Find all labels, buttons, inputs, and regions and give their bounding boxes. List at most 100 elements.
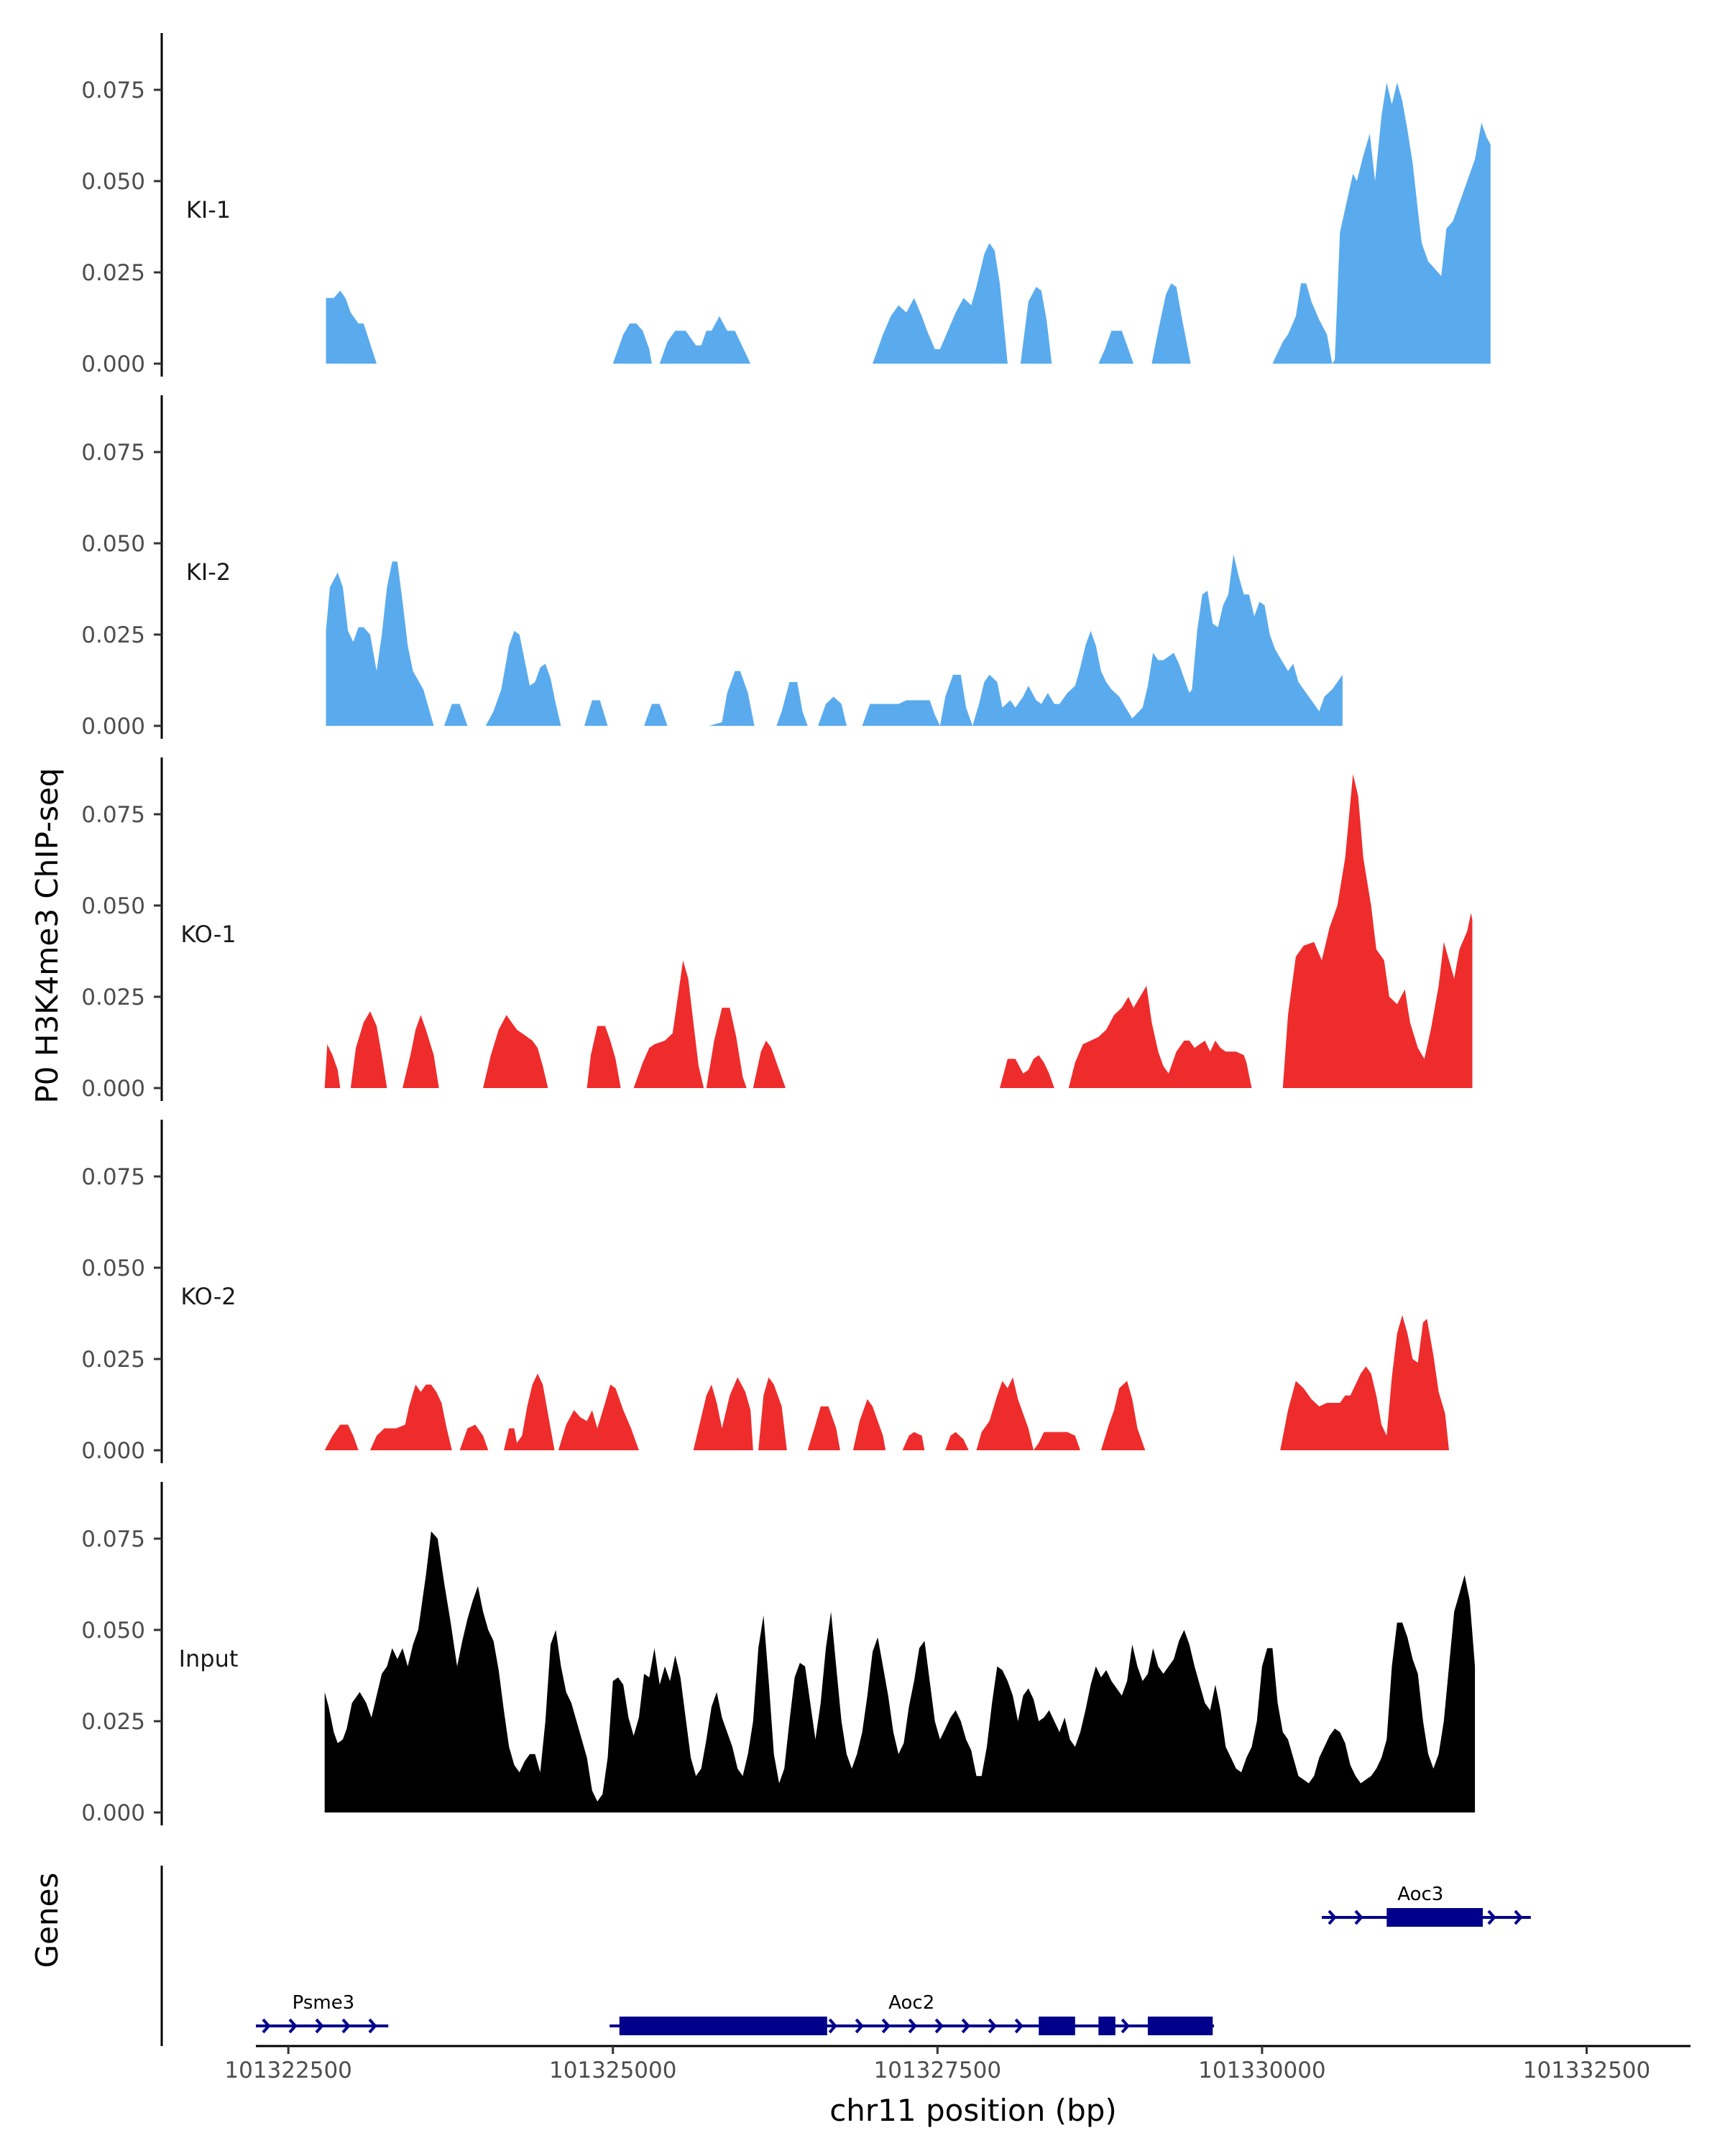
coverage-area (753, 1041, 786, 1088)
coverage-area (1272, 82, 1491, 364)
strand-arrow (315, 2018, 324, 2034)
y-tick-label: 0.050 (81, 1618, 145, 1644)
strand-arrow (828, 2018, 837, 2034)
coverage-area (902, 1432, 925, 1450)
x-axis-title: chr11 position (bp) (829, 2093, 1117, 2128)
coverage-area (584, 700, 608, 726)
coverage-area (659, 316, 751, 364)
coverage-area (326, 290, 377, 364)
track-ki-1: 0.000 0.025 0.050 0.075 KI-1 (81, 33, 1491, 377)
coverage-area (504, 1373, 555, 1450)
coverage-area (324, 1044, 341, 1088)
coverage-area (1151, 283, 1191, 364)
y-tick-label: 0.075 (81, 78, 145, 103)
coverage-area (1068, 985, 1252, 1088)
gene-psme3: Psme3 (256, 1992, 389, 2034)
coverage-area (443, 704, 468, 726)
strand-arrow (341, 2018, 351, 2034)
coverage-area (758, 1377, 787, 1450)
exon-block (1039, 2017, 1075, 2035)
y-tick-label: 0.050 (81, 893, 145, 919)
y-tick-label: 0.075 (81, 1164, 145, 1190)
coverage-area (1098, 331, 1134, 364)
strand-arrow (1487, 1909, 1496, 1925)
coverage-area (862, 554, 1343, 726)
coverage-area (1000, 1055, 1054, 1088)
y-tick-label: 0.075 (81, 1526, 145, 1552)
coverage-area (976, 1377, 1080, 1450)
y-tick-label: 0.050 (81, 169, 145, 195)
coverage-area (612, 323, 652, 364)
strand-arrow (288, 2018, 298, 2034)
coverage-area (633, 960, 704, 1088)
y-tick-label: 0.025 (81, 1347, 145, 1373)
y-tick-label: 0.025 (81, 260, 145, 286)
y-tick-label: 0.025 (81, 1709, 145, 1735)
y-tick-label: 0.025 (81, 622, 145, 648)
gene-label: Psme3 (293, 1992, 355, 2014)
y-tick-label: 0.000 (81, 714, 145, 740)
coverage-area (324, 1531, 1476, 1812)
strand-arrow (1514, 1909, 1523, 1925)
coverage-area (644, 704, 668, 726)
y-tick-label: 0.050 (81, 1256, 145, 1281)
strand-arrow (262, 2018, 271, 2034)
x-tick-label: 101332500 (1523, 2058, 1651, 2083)
coverage-area (818, 696, 847, 726)
track-label: KO-2 (180, 1283, 236, 1310)
strand-arrow (368, 2018, 377, 2034)
y-tick-label: 0.000 (81, 351, 145, 377)
coverage-area (1280, 1315, 1449, 1450)
track-label: Input (179, 1645, 239, 1672)
genes-panel: 101322500 101325000 101327500 101330000 1013… (160, 1866, 1690, 2083)
gene-aoc3: Aoc3 (1322, 1884, 1531, 1927)
coverage-area (586, 1026, 621, 1088)
coverage-tracks: 0.0000.0250.0500.075KI-10.0000.0250.0500… (81, 33, 1491, 1826)
strand-arrow (934, 2018, 944, 2034)
track-label: KI-2 (186, 558, 231, 586)
y-tick-label: 0.075 (81, 802, 145, 828)
strand-arrow (1014, 2018, 1024, 2034)
coverage-area (693, 1377, 753, 1450)
y-tick-label: 0.000 (81, 1076, 145, 1102)
exon-block (1147, 2017, 1213, 2035)
y-tick-label: 0.025 (81, 985, 145, 1010)
coverage-area (807, 1406, 840, 1450)
x-tick-label: 101330000 (1198, 2058, 1326, 2083)
track-ki-2: 0.000 0.025 0.050 0.075 KI-2 (81, 395, 1343, 740)
strand-arrow (1121, 2018, 1130, 2034)
exon-block (619, 2017, 827, 2035)
strand-arrow (855, 2018, 864, 2034)
exon-block (1098, 2017, 1116, 2035)
exon-block (1386, 1908, 1483, 1927)
gene-aoc2: Aoc2 (610, 1992, 1215, 2035)
strand-arrow (1328, 1909, 1337, 1925)
strand-arrow (961, 2018, 970, 2034)
track-label: KI-1 (186, 196, 231, 224)
x-tick-label: 101322500 (224, 2058, 352, 2083)
x-tick-label: 101325000 (549, 2058, 677, 2083)
y-tick-label: 0.000 (81, 1800, 145, 1826)
coverage-area (324, 1424, 359, 1450)
y-tick-label: 0.075 (81, 440, 145, 466)
coverage-area (558, 1384, 639, 1450)
coverage-area (1100, 1381, 1146, 1450)
coverage-area (485, 630, 561, 726)
coverage-area (326, 561, 434, 726)
strand-arrow (1354, 1909, 1363, 1925)
coverage-area (483, 1015, 548, 1088)
coverage-area (873, 243, 1052, 364)
coverage-area (402, 1015, 439, 1088)
coverage-area (852, 1399, 886, 1450)
coverage-area (1282, 774, 1473, 1088)
coverage-area (709, 671, 755, 726)
strand-arrow (908, 2018, 917, 2034)
gene-label: Aoc3 (1397, 1884, 1443, 1905)
y-axis-title: P0 H3K4me3 ChIP-seq (29, 768, 65, 1103)
coverage-area (776, 682, 808, 726)
coverage-area (370, 1384, 452, 1450)
coverage-area (945, 1432, 969, 1450)
coverage-area (706, 1008, 747, 1088)
y-tick-label: 0.050 (81, 531, 145, 557)
strand-arrow (988, 2018, 997, 2034)
